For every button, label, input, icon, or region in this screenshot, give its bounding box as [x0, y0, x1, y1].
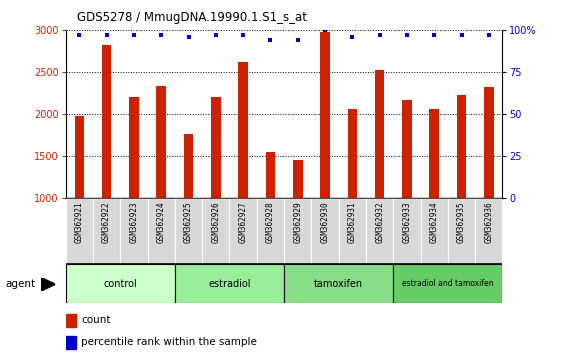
Bar: [320, 32, 330, 198]
Bar: [93, 198, 120, 264]
Bar: [66, 336, 76, 349]
Bar: [311, 198, 339, 264]
Point: [266, 37, 275, 43]
Bar: [402, 100, 412, 198]
Bar: [293, 160, 303, 198]
Point: [348, 34, 357, 40]
Text: control: control: [103, 279, 137, 289]
Bar: [202, 198, 230, 264]
Bar: [175, 264, 284, 303]
Bar: [211, 97, 220, 198]
Point: [429, 32, 439, 38]
Bar: [429, 109, 439, 198]
Bar: [75, 116, 84, 198]
Point: [102, 32, 111, 38]
Bar: [475, 198, 502, 264]
Text: GSM362928: GSM362928: [266, 201, 275, 243]
Text: GSM362927: GSM362927: [239, 201, 248, 243]
Text: GSM362922: GSM362922: [102, 201, 111, 243]
Text: percentile rank within the sample: percentile rank within the sample: [82, 337, 258, 348]
Point: [375, 32, 384, 38]
Bar: [175, 198, 202, 264]
Bar: [129, 97, 139, 198]
Bar: [120, 198, 147, 264]
Bar: [147, 198, 175, 264]
Point: [320, 27, 329, 33]
Point: [211, 32, 220, 38]
Point: [156, 32, 166, 38]
Text: GSM362921: GSM362921: [75, 201, 84, 243]
Text: GSM362930: GSM362930: [320, 201, 329, 243]
Text: GSM362936: GSM362936: [484, 201, 493, 243]
Text: GSM362935: GSM362935: [457, 201, 466, 243]
Text: GSM362933: GSM362933: [403, 201, 412, 243]
Text: tamoxifen: tamoxifen: [314, 279, 363, 289]
Bar: [421, 198, 448, 264]
Bar: [102, 45, 111, 198]
Bar: [375, 70, 384, 198]
Bar: [393, 264, 502, 303]
Text: GSM362931: GSM362931: [348, 201, 357, 243]
Polygon shape: [41, 278, 55, 291]
Point: [75, 32, 84, 38]
Point: [239, 32, 248, 38]
Bar: [284, 198, 311, 264]
Bar: [393, 198, 421, 264]
Text: GSM362929: GSM362929: [293, 201, 302, 243]
Point: [403, 32, 412, 38]
Text: GDS5278 / MmugDNA.19990.1.S1_s_at: GDS5278 / MmugDNA.19990.1.S1_s_at: [77, 11, 307, 24]
Text: agent: agent: [6, 279, 36, 289]
Text: count: count: [82, 315, 111, 325]
Bar: [66, 198, 93, 264]
Bar: [448, 198, 475, 264]
Text: estradiol and tamoxifen: estradiol and tamoxifen: [402, 279, 494, 288]
Bar: [284, 264, 393, 303]
Point: [484, 32, 493, 38]
Bar: [348, 109, 357, 198]
Text: GSM362923: GSM362923: [130, 201, 138, 243]
Bar: [366, 198, 393, 264]
Bar: [484, 87, 493, 198]
Bar: [238, 62, 248, 198]
Bar: [66, 264, 175, 303]
Bar: [257, 198, 284, 264]
Text: GSM362934: GSM362934: [430, 201, 439, 243]
Bar: [156, 86, 166, 198]
Text: GSM362932: GSM362932: [375, 201, 384, 243]
Bar: [184, 134, 194, 198]
Point: [130, 32, 139, 38]
Text: estradiol: estradiol: [208, 279, 251, 289]
Text: GSM362924: GSM362924: [156, 201, 166, 243]
Point: [184, 34, 193, 40]
Bar: [266, 152, 275, 198]
Text: GSM362926: GSM362926: [211, 201, 220, 243]
Point: [293, 37, 302, 43]
Bar: [66, 314, 76, 327]
Bar: [230, 198, 257, 264]
Bar: [457, 95, 467, 198]
Bar: [339, 198, 366, 264]
Point: [457, 32, 466, 38]
Text: GSM362925: GSM362925: [184, 201, 193, 243]
